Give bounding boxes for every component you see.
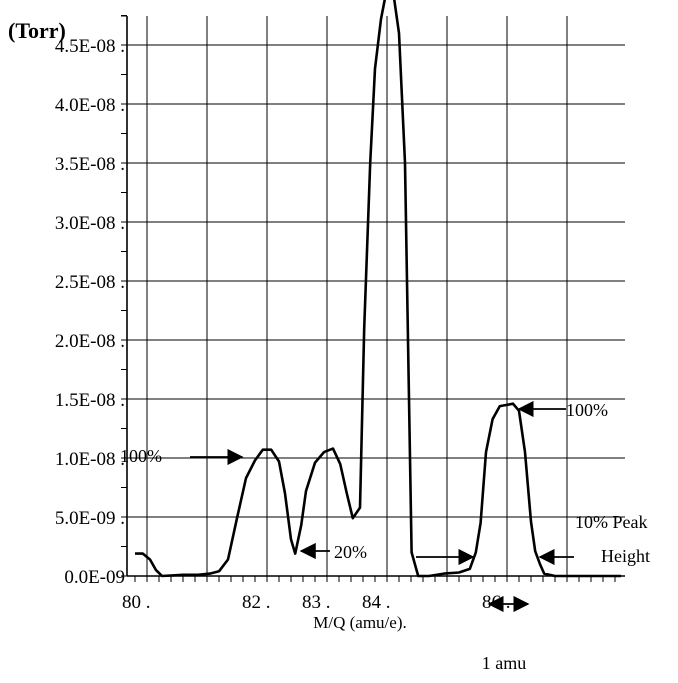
x-tick-label: 84 . [362, 592, 391, 613]
y-axis-unit-label: (Torr) [8, 18, 66, 43]
y-tick-label: 3.0E-08 . [55, 213, 125, 234]
y-tick-label: 3.5E-08 . [55, 154, 125, 175]
grid [127, 16, 625, 576]
y-tick-label: 2.0E-08 . [55, 331, 125, 352]
annotations: 100% 20% 100% 10% Peak Height 1 amu [120, 400, 650, 673]
x-tick-label: 82 . [242, 592, 271, 613]
x-tick-label: 83 . [302, 592, 331, 613]
y-tick-label: 5.0E-09 . [55, 508, 125, 529]
x-tick-label: 80 . [122, 592, 151, 613]
annotation-100-percent-left: 100% [120, 446, 162, 466]
annotation-100-percent-right: 100% [566, 400, 608, 420]
annotation-20-percent: 20% [334, 542, 367, 562]
y-tick-label: 4.0E-08 . [55, 95, 125, 116]
annotation-1-amu: 1 amu [482, 653, 527, 673]
annotation-10-percent-peak: 10% Peak [575, 512, 647, 532]
x-axis-title: M/Q (amu/e). [313, 613, 406, 632]
y-tick-label: 1.5E-08 . [55, 390, 125, 411]
series [135, 0, 621, 578]
ticks [121, 15, 616, 582]
tick-labels: 0.0E-09 5.0E-09 . 1.0E-08 . 1.5E-08 . 2.0E-0… [55, 36, 511, 613]
y-tick-label: 1.0E-08 . [55, 449, 125, 470]
y-tick-label: 0.0E-09 [64, 567, 125, 588]
y-tick-label: 4.5E-08 . [55, 36, 125, 57]
series-line [135, 0, 621, 578]
x-tick-label: 86 . [482, 592, 511, 613]
y-tick-label: 2.5E-08 . [55, 272, 125, 293]
annotation-height: Height [601, 546, 650, 566]
axes [126, 16, 625, 577]
